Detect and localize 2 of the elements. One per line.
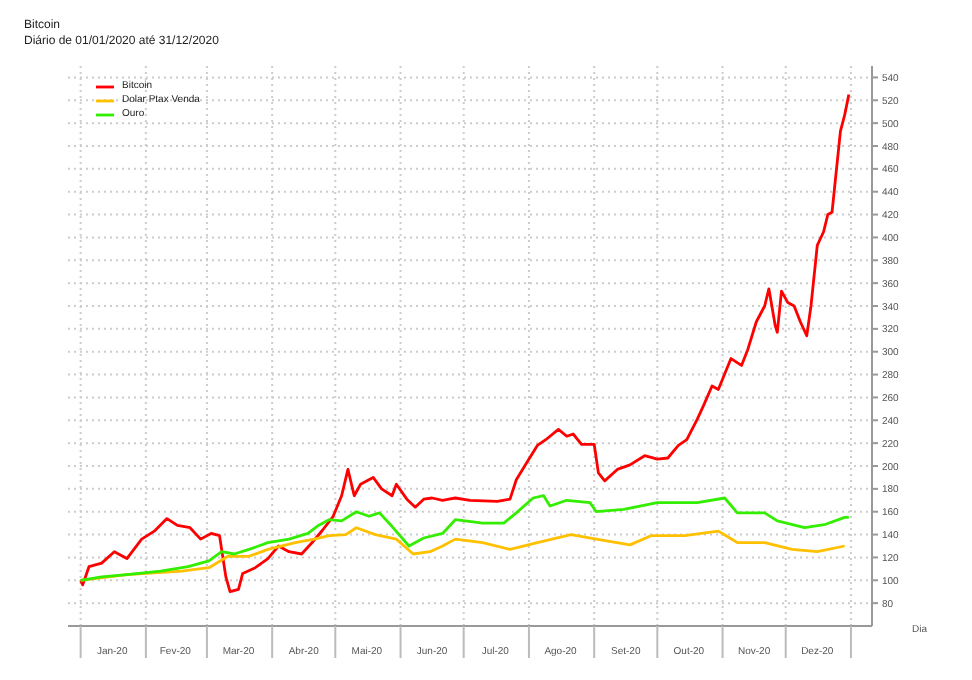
line-series bbox=[79, 93, 851, 594]
line-series bbox=[79, 494, 851, 582]
